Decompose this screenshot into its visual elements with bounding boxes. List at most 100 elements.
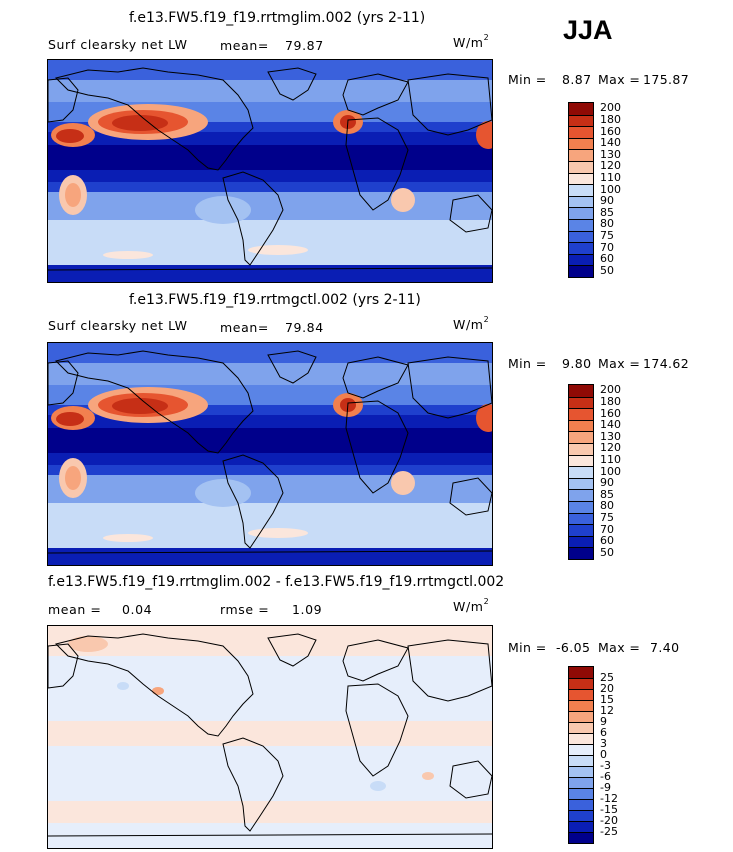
colorbar-tick-label: 140	[600, 136, 621, 150]
coastline	[267, 633, 317, 667]
contour-region	[117, 682, 129, 690]
colorbar-swatch	[569, 126, 593, 138]
colorbar-tick-label: 130	[600, 429, 621, 443]
colorbar-swatch	[569, 230, 593, 243]
colorbar-tick-label: -3	[600, 758, 611, 772]
colorbar-tick-label: 85	[600, 487, 614, 501]
contour-map-difference	[47, 625, 493, 849]
max-label-control: Max =	[598, 356, 641, 371]
colorbar-tick-label: -12	[600, 791, 618, 805]
colorbar-swatch	[569, 137, 593, 150]
colorbar-tick-label: 140	[600, 418, 621, 432]
colorbar-swatch	[569, 501, 593, 513]
coastline	[407, 73, 492, 136]
colorbar-tick-label: 9	[600, 714, 607, 728]
colorbar-tick-label: 110	[600, 452, 621, 466]
colorbar-tick-label: 90	[600, 194, 614, 208]
contour-band	[48, 265, 492, 282]
coastline	[449, 194, 492, 233]
coastline	[407, 356, 492, 419]
colorbar-swatch	[569, 810, 593, 821]
colorbar-tick-label: 110	[600, 170, 621, 184]
variable-label-control: Surf clearsky net LW	[48, 318, 188, 333]
coastline	[48, 360, 79, 406]
contour-region	[476, 121, 492, 149]
contour-band	[48, 548, 492, 565]
contour-region	[152, 687, 164, 695]
colorbar-tick-label: 75	[600, 510, 614, 524]
coastline	[222, 171, 284, 266]
colorbar-tick-label: 3	[600, 736, 607, 750]
mean-value-difference: 0.04	[122, 602, 153, 617]
coastline	[342, 639, 409, 682]
colorbar-tick-label: 50	[600, 545, 614, 559]
colorbar-tick-label: 100	[600, 182, 621, 196]
colorbar-swatch	[569, 711, 593, 722]
colorbar-swatch	[569, 253, 593, 266]
colorbar-tick-label: 75	[600, 228, 614, 242]
colorbar-tick-label: 12	[600, 703, 614, 717]
colorbar-swatch	[569, 678, 593, 689]
colorbar-swatch	[569, 103, 593, 115]
colorbar-swatch	[569, 419, 593, 432]
colorbar-swatch	[569, 512, 593, 525]
coastline	[222, 454, 284, 549]
colorbar-swatch	[569, 489, 593, 501]
colorbar-swatch	[569, 700, 593, 711]
colorbar-swatch	[569, 477, 593, 490]
colorbar-tick-label: -15	[600, 802, 618, 816]
colorbar-swatch	[569, 755, 593, 766]
contour-region	[112, 115, 168, 131]
colorbar-tick-label: 0	[600, 747, 607, 761]
colorbar-control	[568, 384, 594, 560]
contour-band	[48, 192, 492, 220]
colorbar-swatch	[569, 161, 593, 173]
coastline	[267, 67, 317, 101]
units-label-difference: W/m2	[453, 597, 490, 614]
contour-region	[308, 728, 348, 744]
contour-region	[195, 196, 251, 224]
contour-region	[56, 129, 84, 143]
colorbar-tick-label: 85	[600, 205, 614, 219]
panel-title-control: f.e13.FW5.f19_f19.rrtmgctl.002 (yrs 2-11…	[129, 292, 421, 308]
colorbar-tick-label: -6	[600, 769, 611, 783]
colorbar-swatch	[569, 172, 593, 185]
contour-band	[48, 145, 492, 170]
min-label-difference: Min =	[508, 640, 547, 655]
coastline	[342, 356, 409, 399]
units-label-test: W/m2	[453, 33, 490, 50]
max-label-difference: Max =	[598, 640, 641, 655]
contour-region	[103, 534, 153, 542]
colorbar-swatch	[569, 766, 593, 777]
season-label: JJA	[563, 15, 613, 45]
colorbar-tick-label: 60	[600, 252, 614, 266]
rmse-value-difference: 1.09	[292, 602, 323, 617]
coastline	[449, 760, 492, 799]
colorbar-swatch	[569, 821, 593, 832]
coastline	[55, 350, 254, 454]
contour-region	[422, 772, 434, 780]
colorbar-tick-label: 60	[600, 534, 614, 548]
variable-label-test: Surf clearsky net LW	[48, 37, 188, 52]
coastline	[48, 833, 492, 837]
contour-region	[65, 466, 81, 490]
contour-band	[48, 475, 492, 503]
map-svg-difference	[48, 626, 492, 848]
colorbar-swatch	[569, 535, 593, 548]
coastline	[267, 350, 317, 384]
colorbar-tick-label: -25	[600, 824, 618, 838]
colorbar-tick-label: 6	[600, 725, 607, 739]
colorbar-swatch	[569, 777, 593, 788]
mean-label-difference: mean =	[48, 602, 102, 617]
rmse-label-difference: rmse =	[220, 602, 270, 617]
coastline	[345, 683, 409, 777]
contour-region	[195, 479, 251, 507]
mean-label-test: mean=	[220, 38, 269, 53]
colorbar-tick-label: 160	[600, 124, 621, 138]
colorbar-tick-label: 200	[600, 383, 621, 397]
colorbar-swatch	[569, 385, 593, 397]
colorbar-swatch	[569, 667, 593, 678]
contour-region	[248, 528, 308, 538]
contour-region	[56, 412, 84, 426]
mean-label-control: mean=	[220, 320, 269, 335]
